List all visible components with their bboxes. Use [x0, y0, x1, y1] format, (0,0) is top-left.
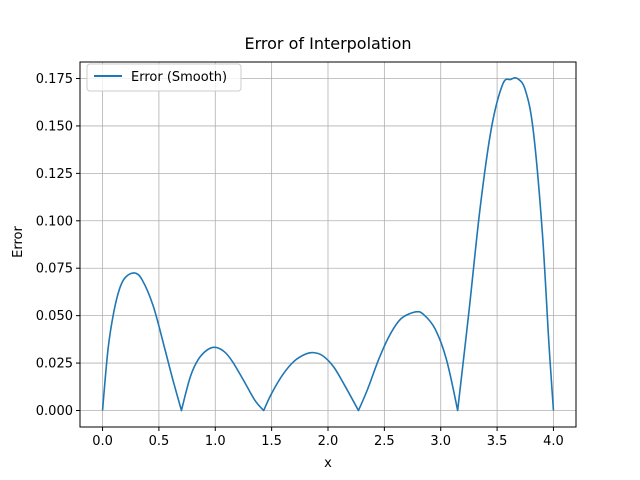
- x-tick-label: 3.5: [487, 434, 508, 449]
- grid: [80, 62, 576, 427]
- series-lines: [101, 76, 555, 412]
- y-axis-label: Error: [11, 226, 26, 258]
- series-line-error-smooth: [101, 76, 555, 412]
- y-tick-label: 0.000: [36, 404, 73, 419]
- legend-label: Error (Smooth): [131, 70, 227, 85]
- x-tick-label: 4.0: [543, 434, 564, 449]
- y-tick-label: 0.100: [36, 214, 73, 229]
- x-tick-label: 1.5: [261, 434, 282, 449]
- chart-title: Error of Interpolation: [245, 34, 412, 53]
- axis-ticks: 0.0 0.5 1.0 1.5 2.0 2.5 3.0 3.5 4.0 0.000 0.025 0.0…: [36, 72, 564, 449]
- y-tick-label: 0.175: [36, 72, 73, 87]
- y-tick-label: 0.125: [36, 167, 73, 182]
- y-tick-label: 0.050: [36, 309, 73, 324]
- x-tick-label: 1.0: [205, 434, 226, 449]
- legend: Error (Smooth): [86, 63, 242, 92]
- y-tick-label: 0.075: [36, 262, 73, 277]
- x-tick-label: 0.5: [149, 434, 170, 449]
- x-tick-label: 0.0: [92, 434, 113, 449]
- x-axis-label: x: [324, 456, 332, 471]
- x-tick-label: 2.0: [318, 434, 339, 449]
- x-tick-label: 3.0: [430, 434, 451, 449]
- x-tick-label: 2.5: [374, 434, 395, 449]
- legend-box: [86, 63, 242, 92]
- y-tick-label: 0.025: [36, 357, 73, 372]
- y-tick-label: 0.150: [36, 119, 73, 134]
